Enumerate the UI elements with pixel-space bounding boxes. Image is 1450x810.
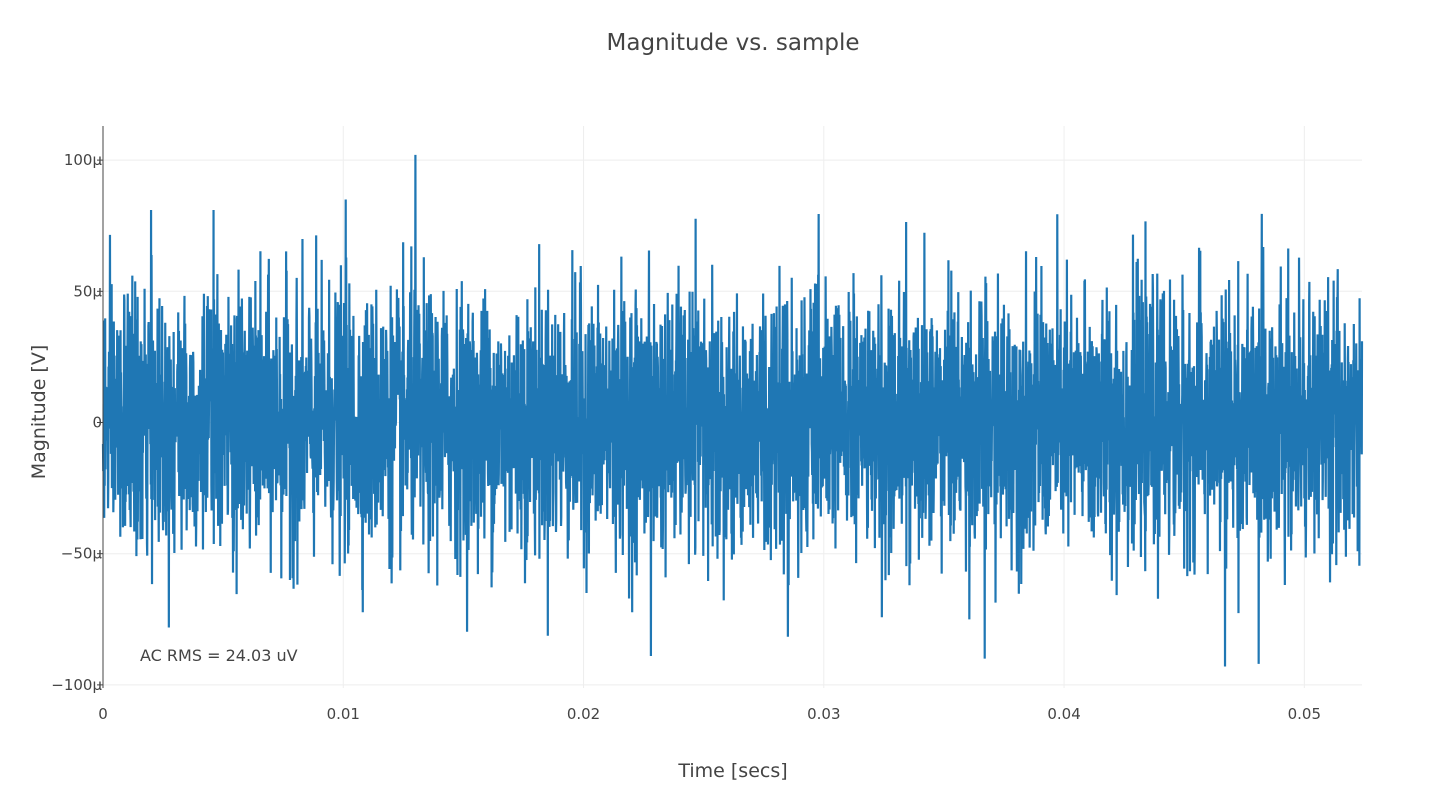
chart-title: Magnitude vs. sample: [607, 30, 860, 56]
x-tick-label: 0: [98, 705, 108, 723]
series-line: [101, 154, 1364, 667]
y-tick-label: −50μ: [61, 545, 103, 563]
x-tick-label: 0.04: [1047, 705, 1080, 723]
x-tick-label: 0.01: [327, 705, 360, 723]
series-layer: [101, 154, 1364, 667]
y-tick-label: 50μ: [73, 282, 102, 300]
y-tick-label: 0: [92, 413, 102, 431]
x-tick-label: 0.03: [807, 705, 840, 723]
x-axis-title: Time [secs]: [677, 760, 787, 782]
axes: 0 0.01 0.02 0.03 0.04 0.05 100μ 50μ 0 −50μ −100μ: [51, 126, 1321, 723]
y-tick-label: −100μ: [51, 676, 102, 694]
x-tick-label: 0.05: [1288, 705, 1321, 723]
y-tick-label: 100μ: [64, 151, 103, 169]
labels: Magnitude vs. sample Time [secs] Magnitu…: [28, 30, 860, 782]
y-axis-title: Magnitude [V]: [28, 345, 50, 480]
rms-annotation: AC RMS = 24.03 uV: [140, 646, 298, 665]
x-tick-label: 0.02: [567, 705, 600, 723]
